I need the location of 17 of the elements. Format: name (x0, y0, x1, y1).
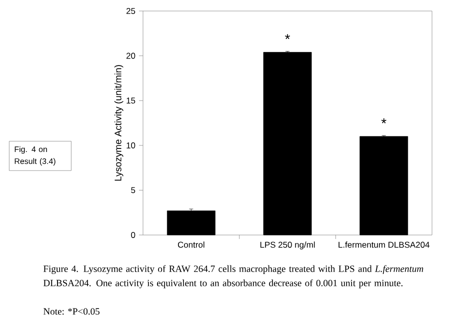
y-tick-label: 10 (126, 142, 136, 148)
bar (166, 210, 216, 236)
bar (360, 136, 408, 236)
x-tick-label: LPS 250 ng/ml (260, 242, 315, 250)
x-tick-label: L.fermentum DLBSA204 (338, 242, 430, 248)
annotation: * (285, 34, 290, 40)
x-tick-label: Control (178, 242, 204, 248)
y-tick-label: 25 (126, 8, 136, 14)
caption: Figure 4. Lysozyme activity of RAW 264.7 cells macrophage treated with LPS and L.fermentum DLBSA204. One activity is equivalent to an absorbance decrease of 0.001 unit per minute. (43, 265, 424, 288)
y-tick-label: 15 (126, 98, 136, 104)
y-tick-label: 5 (131, 187, 136, 194)
y-axis-title: Lysozyme Activity (unit/min) (114, 65, 124, 181)
text: Note: *P<0.05 (43, 308, 100, 315)
y-tick-label: 0 (131, 232, 136, 238)
bar (263, 52, 312, 236)
annotation: * (381, 118, 386, 124)
y-tick-label: 20 (126, 52, 136, 59)
